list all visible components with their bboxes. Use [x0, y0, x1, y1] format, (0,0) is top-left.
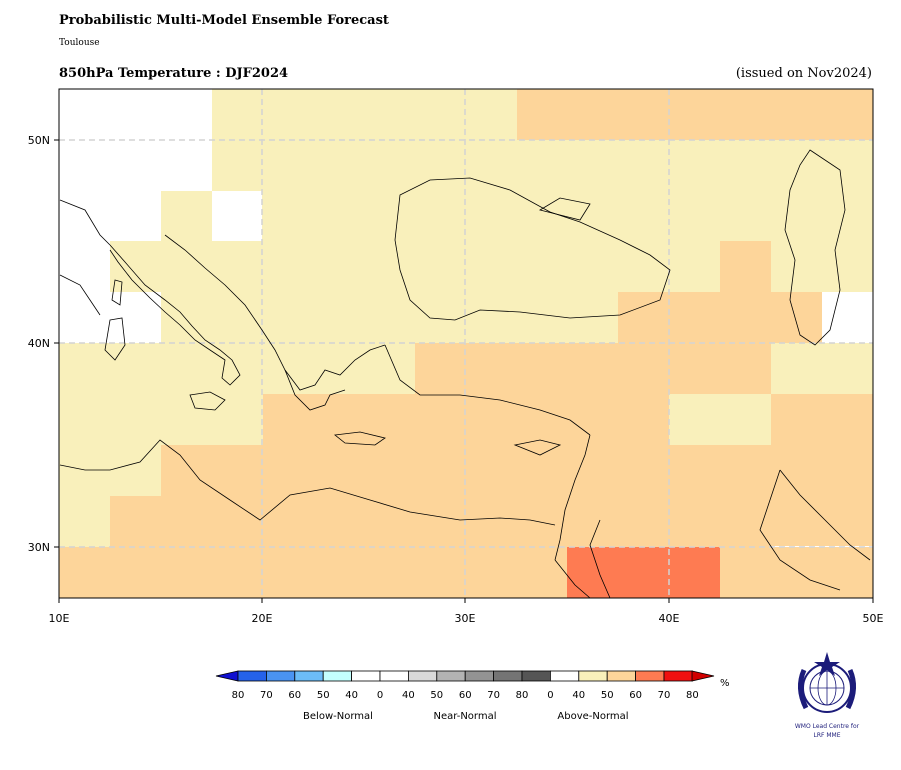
cell-above-50-northeast	[517, 89, 873, 140]
legend-tick-label: 50	[601, 690, 614, 701]
logo-text-line1: WMO Lead Centre for	[795, 723, 860, 730]
cell-above-50-gulf	[720, 547, 873, 598]
legend-swatch	[550, 670, 580, 682]
legend-tick-label: 60	[459, 690, 472, 701]
probability-cells	[59, 89, 873, 598]
cell-above-50-south	[415, 343, 822, 394]
legend-swatch	[265, 670, 296, 682]
coastlines	[59, 149, 871, 599]
logo-text-line2: LRF MME	[813, 732, 840, 739]
cell-above-40-balkans	[161, 241, 517, 292]
legend-tick-label: 70	[658, 690, 671, 701]
legend-colorbar	[215, 670, 715, 682]
legend-swatch	[351, 670, 381, 682]
legend-swatch	[521, 670, 551, 682]
cell-above-40-sw3	[59, 496, 110, 547]
legend-tick-label: 80	[516, 690, 529, 701]
legend-tick-label: 50	[430, 690, 443, 701]
cell-above-50-iran	[771, 394, 873, 546]
y-tick-label: 50N	[28, 134, 50, 147]
legend-tick-labels: 80 70 60 50 40 0 40 50 60 70 80 0 40 50 60 70 80	[232, 690, 699, 701]
legend-tick-label: 60	[629, 690, 642, 701]
y-tick-label: 30N	[28, 541, 50, 554]
legend-low-arrow	[215, 670, 239, 682]
x-tick-label: 10E	[49, 612, 70, 625]
cell-above-50-africa2	[110, 496, 771, 547]
y-tick-label: 40N	[28, 337, 50, 350]
cell-above-60-arabia	[567, 547, 720, 598]
legend-swatch	[407, 670, 438, 682]
cell-above-50-levant	[263, 394, 670, 445]
legend-tick-label: 40	[402, 690, 415, 701]
legend-tick-label: 60	[288, 690, 301, 701]
legend-swatch	[379, 670, 409, 682]
legend-tick-label: 40	[345, 690, 358, 701]
cell-above-40-iraq	[771, 343, 822, 394]
legend-near-normal: Near-Normal	[433, 711, 496, 722]
legend-high-arrow	[691, 670, 715, 682]
legend-swatch	[294, 670, 324, 682]
legend-swatch	[606, 670, 637, 682]
cell-above-40-adriatic	[161, 191, 212, 241]
cell-above-40-sw2	[59, 445, 161, 496]
wmo-logo: WMO Lead Centre for LRF MME	[795, 652, 860, 739]
cell-above-40-italy	[110, 241, 161, 292]
cell-above-50-africa	[161, 445, 771, 496]
legend-group-labels: Below-Normal Near-Normal Above-Normal	[303, 711, 629, 722]
axis-labels: 10E 20E 30E 40E 50E 30N 40N 50N	[28, 134, 884, 625]
legend-swatch	[464, 670, 495, 682]
cell-above-40-mesopotamia	[669, 394, 771, 445]
legend-swatch	[663, 670, 693, 682]
chart-subtitle: Toulouse	[59, 38, 100, 48]
gridlines	[59, 89, 873, 598]
legend-tick-label: 70	[487, 690, 500, 701]
legend-tick-label: 80	[686, 690, 699, 701]
legend-tick-label: 40	[572, 690, 585, 701]
chart-title: Probabilistic Multi-Model Ensemble Forec…	[59, 13, 389, 28]
legend-tick-label: 80	[232, 690, 245, 701]
x-tick-label: 50E	[863, 612, 884, 625]
cell-above-50-anatolia-east	[618, 292, 822, 343]
legend-tick-label: 70	[260, 690, 273, 701]
x-tick-label: 40E	[659, 612, 680, 625]
legend-above-normal: Above-Normal	[557, 711, 628, 722]
cell-above-40-sw	[59, 394, 263, 445]
cell-above-50-sahara	[59, 547, 567, 598]
legend-swatch	[635, 670, 665, 682]
cell-above-50-caucasus	[720, 241, 771, 292]
cell-above-40-north-2	[262, 191, 517, 241]
x-tick-label: 20E	[252, 612, 273, 625]
legend-tick-label: 50	[317, 690, 330, 701]
issued-date: (issued on Nov2024)	[735, 66, 872, 81]
variable-title: 850hPa Temperature : DJF2024	[59, 66, 289, 81]
cell-above-40-east	[517, 140, 873, 292]
legend-swatch	[578, 670, 608, 682]
legend-swatch	[436, 670, 466, 682]
legend-below-normal: Below-Normal	[303, 711, 373, 722]
legend-tick-label: 0	[547, 690, 553, 701]
legend-swatch	[237, 670, 267, 682]
legend-unit: %	[720, 678, 730, 689]
legend-tick-label: 0	[377, 690, 383, 701]
legend-swatch	[322, 670, 353, 682]
axis-ticks	[54, 139, 874, 603]
legend-swatch	[493, 670, 523, 682]
cell-above-40-med	[161, 292, 618, 343]
cell-above-40-caspian	[822, 343, 873, 394]
cell-above-40-west	[59, 343, 415, 394]
x-tick-label: 30E	[455, 612, 476, 625]
